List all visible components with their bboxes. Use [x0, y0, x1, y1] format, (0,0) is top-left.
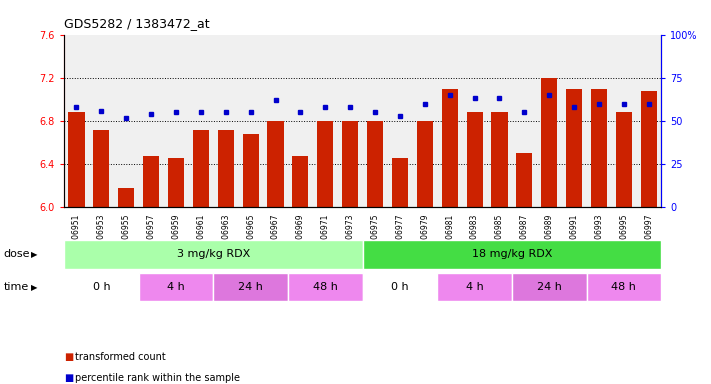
Bar [512, 273, 587, 301]
Bar [288, 273, 363, 301]
Text: percentile rank within the sample: percentile rank within the sample [75, 373, 240, 383]
Bar [242, 134, 259, 207]
Bar [218, 130, 234, 207]
Text: dose: dose [4, 249, 30, 260]
Bar [587, 273, 661, 301]
Bar [168, 158, 184, 207]
Text: GDS5282 / 1383472_at: GDS5282 / 1383472_at [64, 17, 210, 30]
Bar [68, 113, 85, 207]
Bar [267, 121, 284, 207]
Bar [566, 89, 582, 207]
Bar [292, 156, 309, 207]
Bar [541, 78, 557, 207]
Bar [616, 113, 632, 207]
Bar [466, 113, 483, 207]
Text: 0 h: 0 h [92, 282, 110, 292]
Text: 48 h: 48 h [611, 282, 636, 292]
Bar [363, 273, 437, 301]
Text: ■: ■ [64, 352, 73, 362]
Bar [442, 89, 458, 207]
Text: 3 mg/kg RDX: 3 mg/kg RDX [176, 249, 250, 260]
Bar [516, 153, 533, 207]
Bar [143, 156, 159, 207]
Bar [367, 121, 383, 207]
Text: 18 mg/kg RDX: 18 mg/kg RDX [471, 249, 552, 260]
Bar [193, 130, 209, 207]
Bar [491, 113, 508, 207]
Text: ■: ■ [64, 373, 73, 383]
Bar [93, 130, 109, 207]
Bar [64, 273, 139, 301]
Text: ▶: ▶ [31, 250, 38, 259]
Bar [641, 91, 657, 207]
Bar [64, 240, 363, 269]
Text: 48 h: 48 h [313, 282, 338, 292]
Text: 0 h: 0 h [391, 282, 409, 292]
Bar [363, 240, 661, 269]
Bar [392, 158, 408, 207]
Text: ▶: ▶ [31, 283, 38, 291]
Bar [118, 188, 134, 207]
Bar [417, 121, 433, 207]
Text: 24 h: 24 h [238, 282, 263, 292]
Text: 24 h: 24 h [537, 282, 562, 292]
Bar [139, 273, 213, 301]
Bar [342, 121, 358, 207]
Bar [317, 121, 333, 207]
Bar [437, 273, 512, 301]
Text: 4 h: 4 h [167, 282, 185, 292]
Text: time: time [4, 282, 29, 292]
Text: transformed count: transformed count [75, 352, 166, 362]
Bar [591, 89, 607, 207]
Text: 4 h: 4 h [466, 282, 483, 292]
Bar [213, 273, 288, 301]
